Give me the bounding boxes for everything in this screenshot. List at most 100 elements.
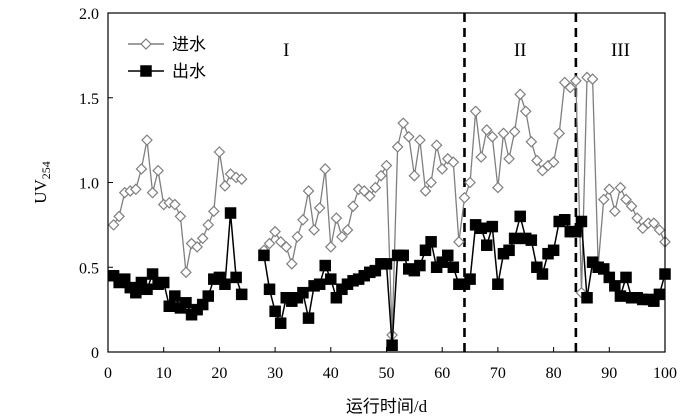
data-point	[130, 183, 142, 196]
data-point	[107, 219, 120, 231]
data-point	[425, 236, 437, 248]
data-point	[414, 134, 426, 146]
data-point	[157, 276, 170, 289]
data-point	[168, 198, 181, 211]
data-point	[547, 156, 560, 169]
x-tick-label: 70	[490, 365, 506, 382]
x-tick-label: 60	[434, 365, 450, 382]
data-point	[581, 292, 593, 304]
data-point	[419, 185, 432, 197]
data-point	[497, 127, 510, 140]
data-point	[586, 73, 599, 85]
data-point	[447, 261, 460, 273]
data-point	[207, 205, 220, 218]
data-point	[380, 258, 393, 270]
series-influent	[107, 71, 671, 341]
y-tick-label: 1.5	[79, 91, 99, 108]
phase-label: II	[514, 40, 527, 61]
data-point	[453, 235, 465, 248]
data-point	[308, 224, 320, 236]
axes: 0 10 20 30 40 50 60 70 80 90 100 0 0.5 1.0 1.5 2.0	[79, 6, 677, 382]
data-point	[230, 271, 242, 284]
data-point	[620, 193, 632, 206]
x-axis-label: 运行时间/d	[346, 397, 428, 416]
data-point	[169, 290, 181, 302]
data-point	[609, 280, 621, 292]
data-point	[408, 169, 421, 182]
y-axis-label-main: UV	[31, 179, 50, 204]
data-point	[146, 268, 159, 280]
data-point	[330, 212, 343, 224]
data-point	[442, 249, 454, 262]
data-point	[575, 215, 588, 228]
x-tick-label: 80	[546, 365, 562, 382]
data-point	[481, 239, 493, 251]
data-point	[363, 190, 376, 202]
x-tick-label: 0	[104, 365, 112, 382]
data-point	[341, 224, 354, 236]
data-point	[336, 230, 348, 243]
data-point	[614, 181, 627, 194]
data-point	[235, 173, 248, 185]
data-point	[180, 297, 192, 309]
data-point	[202, 219, 215, 231]
data-point	[430, 139, 443, 152]
data-point	[486, 220, 499, 233]
series-effluent	[107, 207, 671, 351]
data-point	[291, 230, 304, 243]
data-point	[458, 191, 471, 204]
data-point	[258, 249, 270, 262]
data-point	[163, 300, 176, 312]
data-point	[180, 266, 192, 279]
data-point	[475, 151, 488, 163]
data-point	[319, 163, 332, 175]
data-point	[196, 232, 209, 245]
data-point	[475, 222, 487, 235]
data-point	[235, 288, 248, 301]
data-point	[480, 124, 493, 136]
data-point	[519, 105, 532, 118]
data-point	[464, 176, 476, 189]
series-line	[263, 76, 666, 336]
data-point	[297, 286, 309, 299]
data-point	[653, 288, 666, 301]
data-point	[302, 185, 315, 197]
data-point	[614, 290, 627, 302]
data-point	[263, 237, 276, 250]
phase-label: I	[283, 40, 289, 61]
y-tick-label: 1.0	[79, 176, 99, 193]
data-point	[219, 278, 231, 290]
y-axis-label: UV254	[31, 161, 53, 204]
data-point	[508, 125, 521, 138]
data-point	[146, 186, 159, 199]
data-point	[464, 273, 476, 285]
data-point	[653, 224, 666, 236]
data-point	[141, 283, 153, 296]
data-point	[525, 234, 538, 246]
data-point	[436, 163, 449, 175]
data-point	[325, 273, 337, 285]
x-tick-label: 20	[211, 365, 227, 382]
y-tick-label: 0	[91, 345, 99, 362]
data-point	[391, 141, 404, 153]
data-point	[514, 88, 527, 101]
data-point	[269, 305, 281, 318]
x-tick-label: 30	[267, 365, 283, 382]
data-point	[447, 156, 460, 169]
legend-marker	[140, 65, 152, 77]
x-tick-label: 50	[379, 365, 395, 382]
data-point	[570, 74, 582, 87]
data-point	[324, 241, 337, 253]
data-point	[425, 176, 437, 189]
data-point	[219, 180, 231, 192]
data-point	[620, 271, 632, 284]
x-tick-label: 40	[323, 365, 339, 382]
legend-marker	[140, 38, 152, 50]
data-point	[269, 225, 281, 238]
data-point	[508, 232, 521, 245]
x-tick-label: 100	[653, 365, 677, 382]
data-point	[570, 225, 582, 238]
data-point	[414, 259, 426, 272]
data-point	[492, 181, 504, 194]
